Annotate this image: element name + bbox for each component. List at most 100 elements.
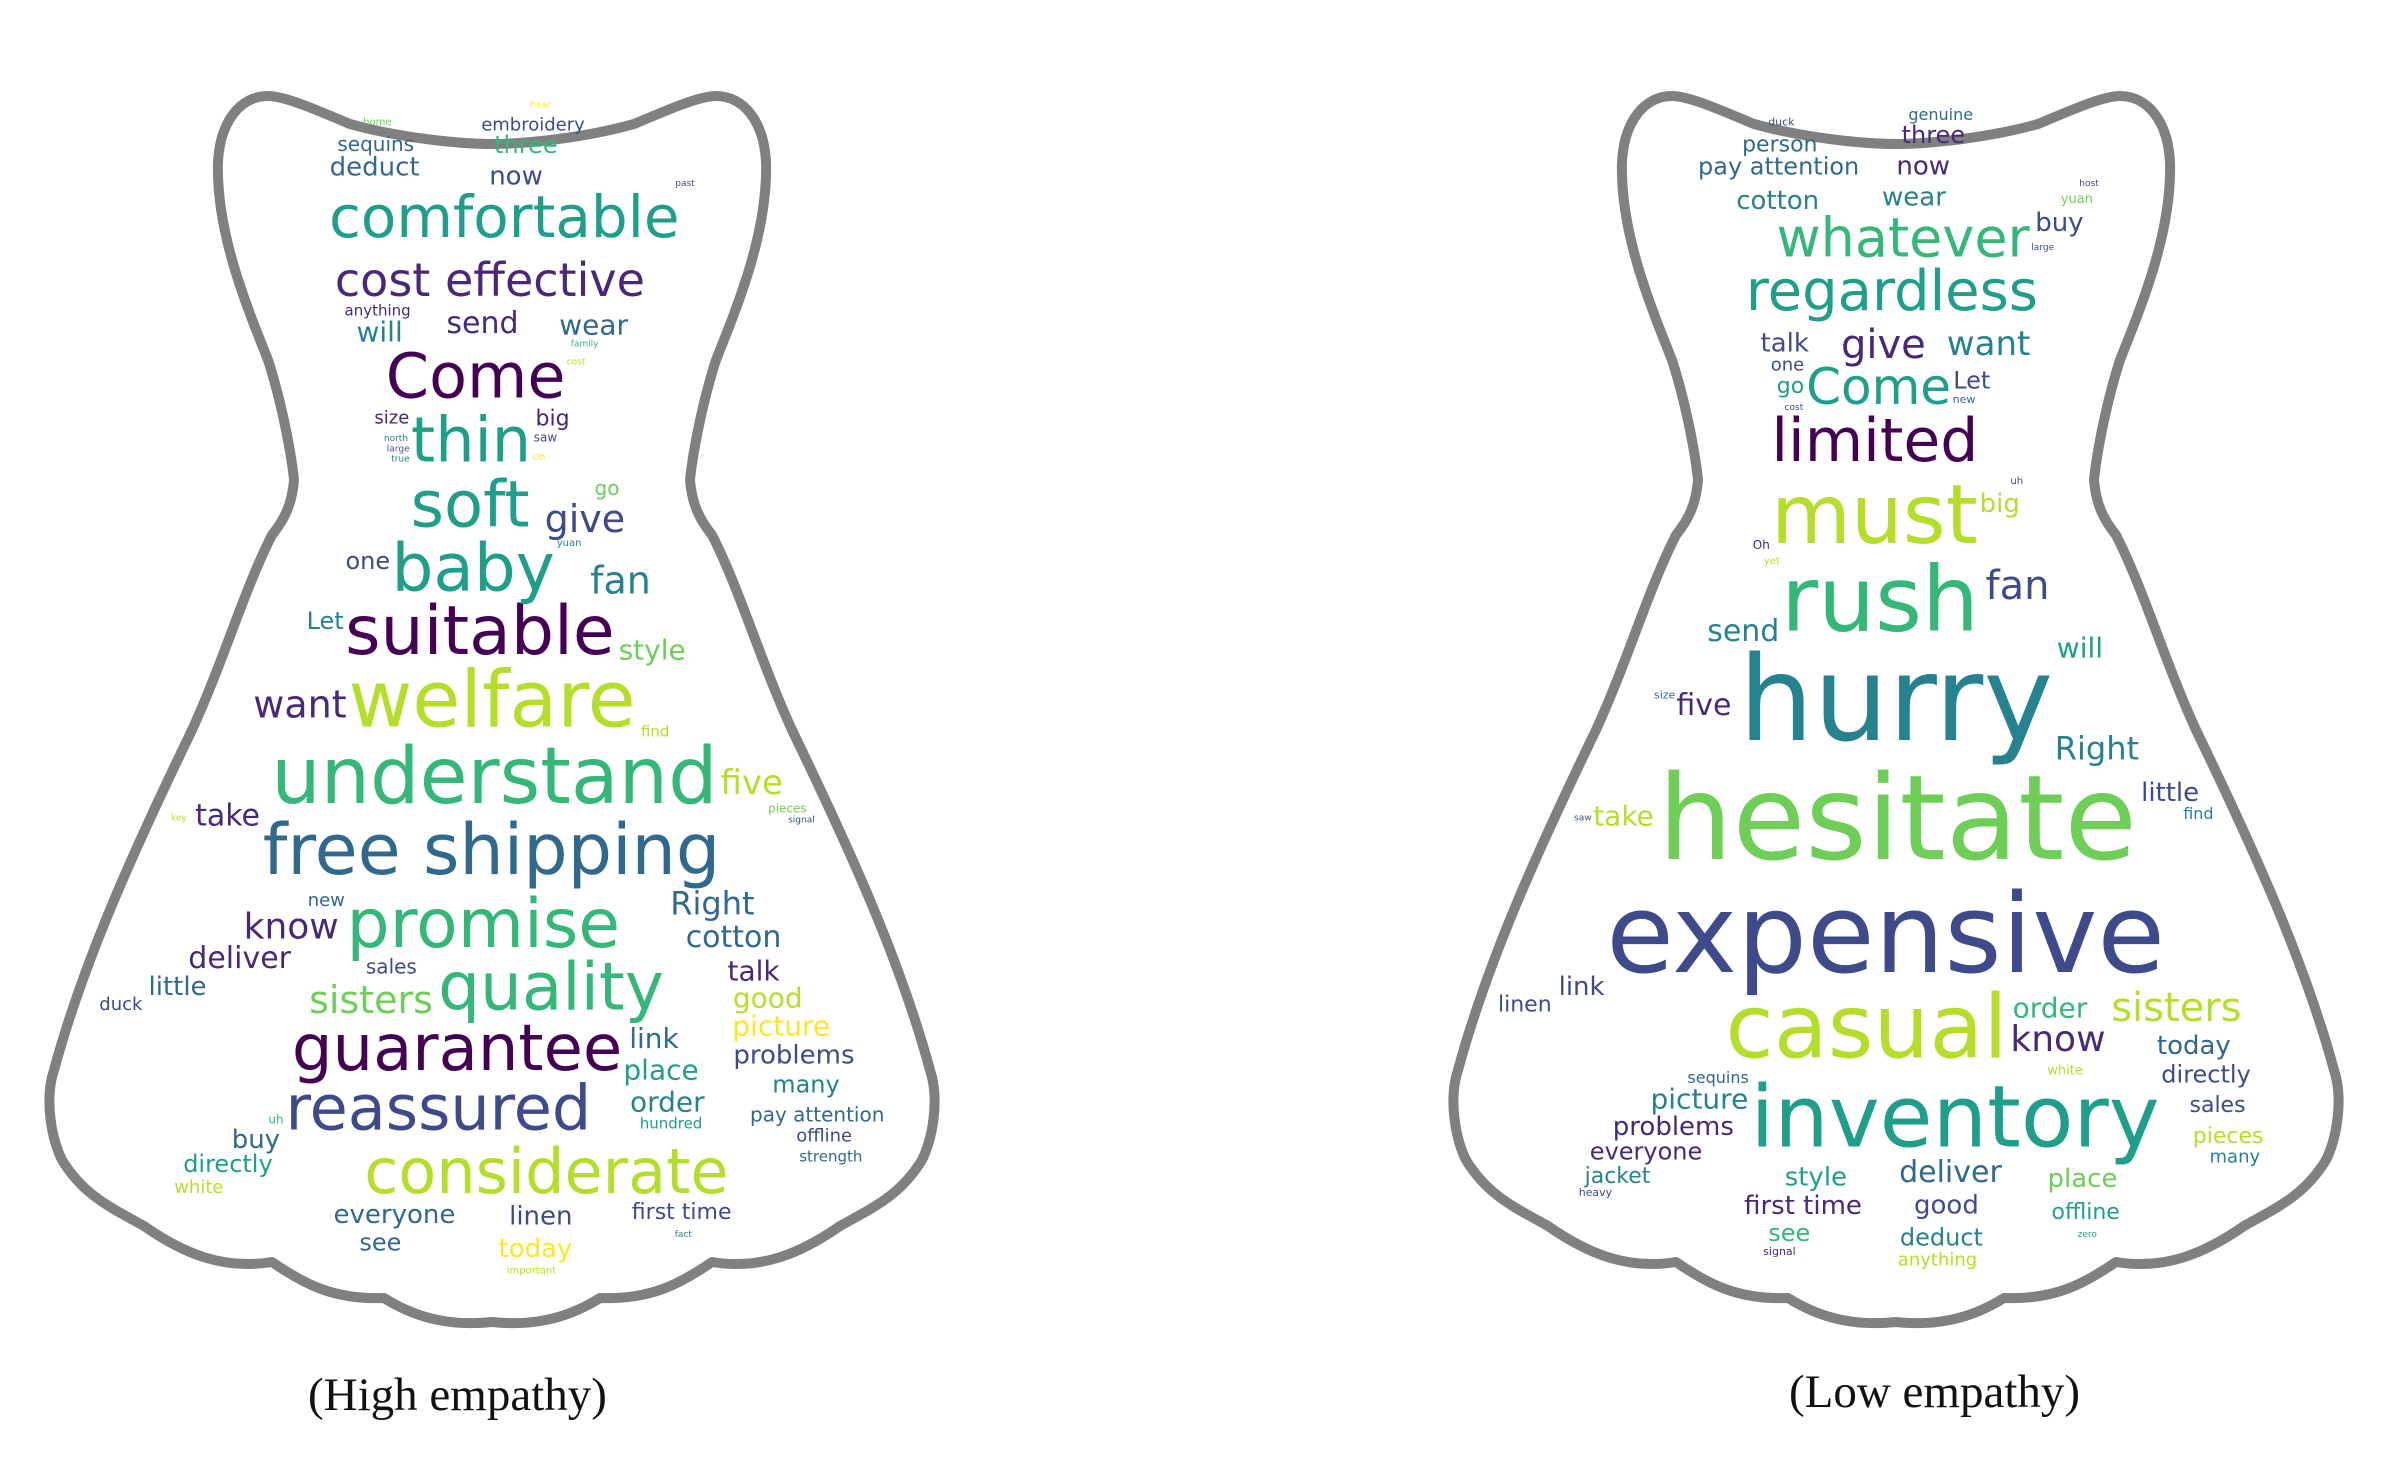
cloud-word: go — [595, 476, 620, 500]
cloud-word: linen — [509, 1201, 572, 1231]
cloud-word: cost — [567, 358, 586, 368]
cloud-word: soft — [411, 468, 530, 542]
cloud-word: offline — [796, 1126, 852, 1147]
cloud-word: take — [195, 799, 260, 834]
cloud-word: host — [2079, 179, 2099, 189]
cloud-word: rush — [1781, 547, 1979, 652]
low-empathy-caption: (Low empathy) — [1789, 1366, 2081, 1418]
cloud-word: problems — [733, 1041, 854, 1071]
cloud-word: hundred — [640, 1115, 703, 1133]
cloud-word: quality — [438, 948, 664, 1025]
cloud-word: signal — [788, 816, 815, 826]
cloud-word: embroidery — [481, 115, 585, 136]
cloud-word: suitable — [345, 592, 615, 671]
dress-outline — [44, 91, 940, 1329]
cloud-word: want — [1947, 324, 2031, 364]
cloud-word: yuan — [2061, 192, 2093, 207]
cloud-word: signal — [1763, 1245, 1796, 1258]
cloud-word: limited — [1771, 406, 1978, 476]
cloud-word: cost — [1785, 403, 1804, 413]
cloud-word: now — [1896, 151, 1950, 181]
cloud-word: hesitate — [1658, 749, 2137, 887]
cloud-word: today — [499, 1234, 573, 1264]
cloud-word: want — [253, 683, 346, 727]
cloud-word: linen — [1498, 993, 1552, 1018]
cloud-word: family — [571, 339, 599, 349]
cloud-word: promise — [347, 885, 621, 964]
cloud-word: yuan — [557, 538, 582, 549]
cloud-word: directly — [2161, 1061, 2250, 1089]
cloud-word: Let — [307, 607, 344, 635]
cloud-word: good — [733, 982, 803, 1015]
cloud-word: style — [619, 634, 686, 667]
cloud-word: picture — [732, 1010, 830, 1043]
cloud-word: cost effective — [335, 253, 645, 307]
cloud-word: see — [359, 1228, 401, 1256]
cloud-word: style — [1785, 1162, 1847, 1192]
cloud-word: past — [675, 179, 695, 189]
cloud-word: jacket — [1584, 1164, 1651, 1189]
cloud-word: everyone — [1590, 1138, 1702, 1166]
cloud-word: cotton — [686, 920, 782, 955]
cloud-word: big — [1980, 489, 2020, 519]
cloud-word: five — [721, 763, 783, 803]
cloud-word: order — [630, 1086, 705, 1119]
cloud-word: see — [1768, 1219, 1810, 1247]
cloud-word: duck — [1768, 115, 1795, 128]
cloud-word: large — [387, 444, 410, 454]
cloud-word: place — [2048, 1164, 2118, 1194]
cloud-word: white — [174, 1177, 223, 1198]
high-empathy-word-cloud: welfare understand free shipping suitable pr… — [0, 0, 984, 1340]
cloud-word: three — [1902, 121, 1966, 149]
cloud-word: little — [149, 972, 207, 1002]
cloud-word: inventory — [1750, 1067, 2159, 1167]
cloud-word: wear — [559, 309, 628, 342]
cloud-word: sales — [366, 954, 417, 978]
cloud-word: little — [2141, 778, 2199, 808]
cloud-word: many — [772, 1071, 840, 1099]
cloud-word: person — [1742, 133, 1817, 158]
cloud-word: now — [489, 162, 543, 192]
cloud-word: pieces — [2193, 1124, 2264, 1149]
cloud-word: pieces — [768, 801, 807, 815]
cloud-word: key — [171, 814, 187, 824]
cloud-word: buy — [232, 1125, 280, 1155]
cloud-word: everyone — [334, 1200, 456, 1230]
cloud-word: casual — [1725, 976, 2007, 1079]
cloud-word: deliver — [1899, 1155, 2002, 1190]
cloud-word: baby — [392, 530, 555, 607]
cloud-word: deliver — [188, 941, 291, 976]
cloud-word: send — [1707, 614, 1779, 649]
cloud-word: reassured — [286, 1071, 592, 1144]
cloud-word: expensive — [1606, 870, 2165, 998]
cloud-word: buy — [2035, 208, 2083, 238]
cloud-word: talk — [1761, 329, 1809, 359]
cloud-word: must — [1771, 468, 1978, 563]
cloud-word: Right — [670, 885, 754, 923]
cloud-word: find — [2183, 804, 2213, 823]
cloud-word: comfortable — [329, 183, 680, 251]
cloud-word: place — [623, 1054, 698, 1087]
cloud-word: deduct — [1900, 1224, 1983, 1252]
cloud-word: sales — [2190, 1093, 2246, 1118]
cloud-word: take — [1593, 800, 1654, 833]
cloud-word: problems — [1613, 1112, 1734, 1142]
cloud-word: cotton — [1736, 186, 1819, 216]
cloud-word: size — [374, 407, 409, 428]
cloud-word: link — [1559, 972, 1605, 1002]
cloud-word: sisters — [2111, 985, 2241, 1031]
cloud-word: one — [346, 547, 391, 575]
cloud-word: pay attention — [750, 1103, 884, 1127]
cloud-word: welfare — [349, 656, 636, 746]
cloud-word: sequins — [1687, 1068, 1748, 1087]
cloud-word: regardless — [1746, 259, 2038, 324]
cloud-word: white — [2047, 1064, 2083, 1079]
cloud-word: pay attention — [1698, 153, 1859, 181]
cloud-word: duck — [99, 994, 143, 1015]
cloud-word: picture — [1651, 1082, 1749, 1115]
cloud-word: whatever — [1777, 207, 2031, 270]
cloud-word: saw — [534, 431, 558, 445]
cloud-word: five — [1676, 688, 1731, 723]
